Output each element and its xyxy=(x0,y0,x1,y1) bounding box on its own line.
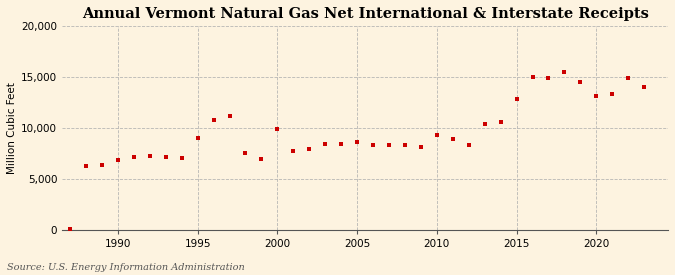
Point xyxy=(511,96,522,101)
Point xyxy=(113,157,124,162)
Point xyxy=(335,142,346,147)
Point xyxy=(623,76,634,80)
Point xyxy=(543,76,554,80)
Point xyxy=(320,142,331,147)
Point xyxy=(463,143,474,147)
Point xyxy=(400,143,410,147)
Point xyxy=(128,154,139,159)
Point xyxy=(479,122,490,126)
Point xyxy=(352,140,362,144)
Y-axis label: Million Cubic Feet: Million Cubic Feet xyxy=(7,82,17,174)
Point xyxy=(161,154,171,159)
Point xyxy=(639,85,649,90)
Point xyxy=(431,133,442,137)
Point xyxy=(559,70,570,74)
Text: Source: U.S. Energy Information Administration: Source: U.S. Energy Information Administ… xyxy=(7,263,244,272)
Point xyxy=(80,164,91,168)
Point xyxy=(144,153,155,158)
Point xyxy=(575,80,586,84)
Point xyxy=(240,151,251,156)
Point xyxy=(304,147,315,152)
Point xyxy=(288,149,299,154)
Point xyxy=(224,114,235,118)
Point xyxy=(97,163,107,167)
Point xyxy=(527,75,538,79)
Point xyxy=(176,155,187,160)
Point xyxy=(368,143,379,147)
Point xyxy=(256,156,267,161)
Point xyxy=(192,136,203,141)
Point xyxy=(208,118,219,122)
Point xyxy=(272,126,283,131)
Point xyxy=(416,145,427,150)
Point xyxy=(495,120,506,124)
Title: Annual Vermont Natural Gas Net International & Interstate Receipts: Annual Vermont Natural Gas Net Internati… xyxy=(82,7,649,21)
Point xyxy=(448,137,458,141)
Point xyxy=(65,227,76,231)
Point xyxy=(591,94,601,99)
Point xyxy=(383,143,394,147)
Point xyxy=(607,92,618,97)
